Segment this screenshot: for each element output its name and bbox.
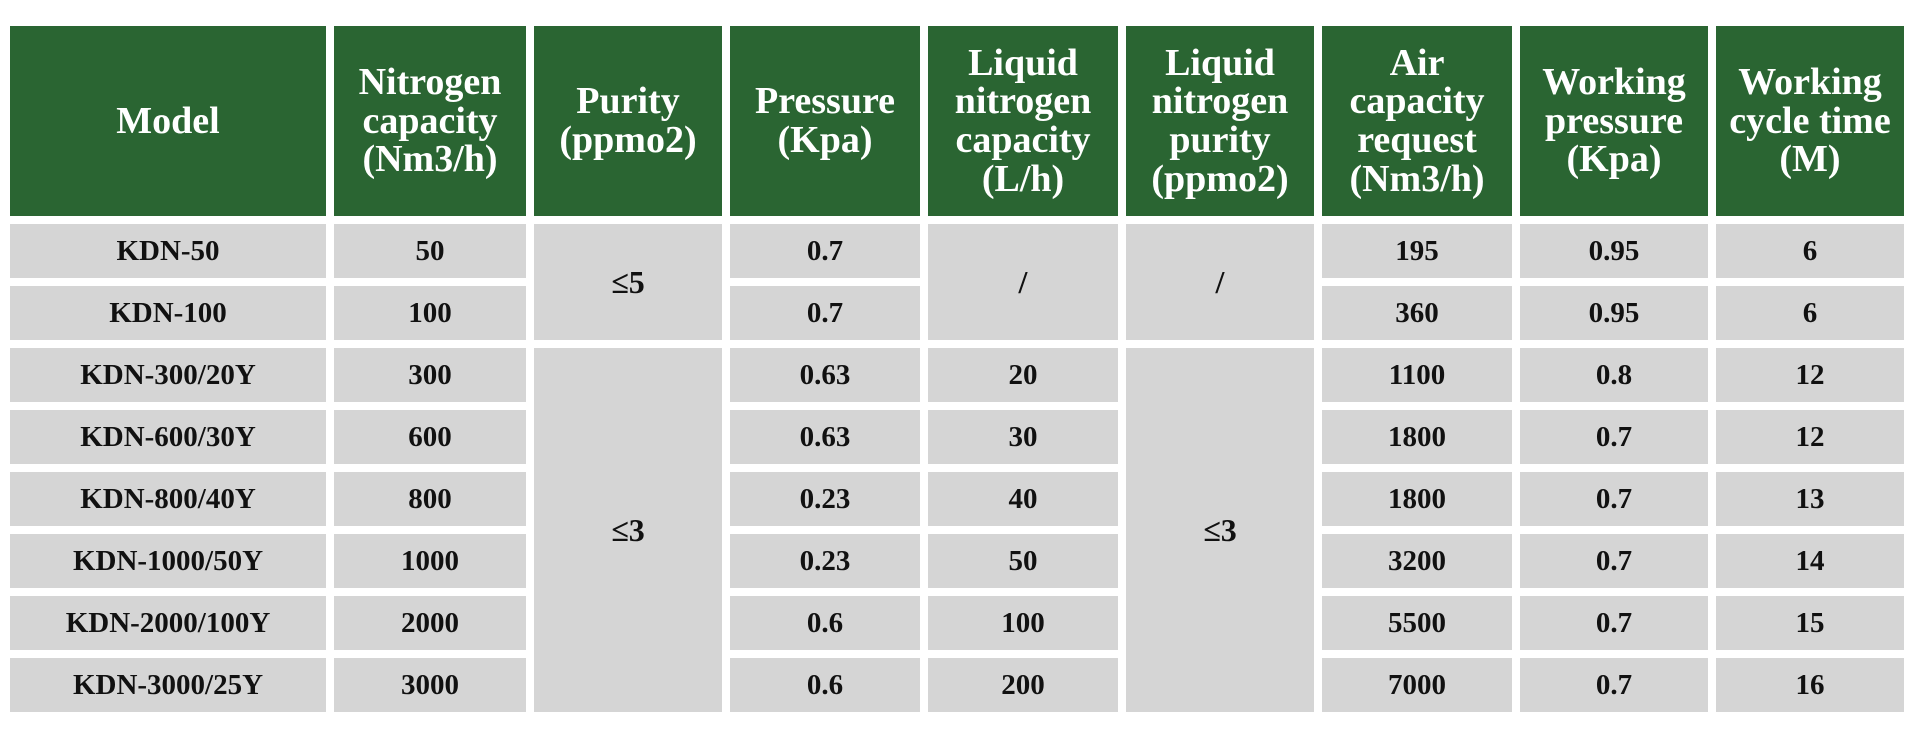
cell-capacity: 2000 [334, 596, 526, 650]
table-row: KDN-100 100 0.7 360 0.95 6 [10, 286, 1904, 340]
cell-model: KDN-300/20Y [10, 348, 326, 402]
cell-liquid-purity-merged: ≤3 [1126, 348, 1314, 712]
table-row: KDN-3000/25Y 3000 0.6 200 7000 0.7 16 [10, 658, 1904, 712]
cell-purity-merged: ≤3 [534, 348, 722, 712]
table-row: KDN-2000/100Y 2000 0.6 100 5500 0.7 15 [10, 596, 1904, 650]
cell-capacity: 50 [334, 224, 526, 278]
cell-liquid-capacity: 50 [928, 534, 1118, 588]
cell-pressure: 0.63 [730, 410, 920, 464]
cell-liquid-capacity: 30 [928, 410, 1118, 464]
cell-model: KDN-1000/50Y [10, 534, 326, 588]
cell-cycle-time: 13 [1716, 472, 1904, 526]
cell-liquid-capacity: 200 [928, 658, 1118, 712]
header-liquid-nitrogen-purity: Liquid nitrogen purity (ppmo2) [1126, 26, 1314, 216]
cell-capacity: 100 [334, 286, 526, 340]
cell-liquid-capacity-merged: / [928, 224, 1118, 340]
header-model: Model [10, 26, 326, 216]
cell-capacity: 3000 [334, 658, 526, 712]
table-row: KDN-1000/50Y 1000 0.23 50 3200 0.7 14 [10, 534, 1904, 588]
header-nitrogen-capacity: Nitrogen capacity (Nm3/h) [334, 26, 526, 216]
cell-capacity: 1000 [334, 534, 526, 588]
cell-working-pressure: 0.8 [1520, 348, 1708, 402]
header-working-pressure: Working pressure (Kpa) [1520, 26, 1708, 216]
cell-liquid-capacity: 20 [928, 348, 1118, 402]
header-air-capacity-request: Air capacity request (Nm3/h) [1322, 26, 1512, 216]
cell-cycle-time: 6 [1716, 286, 1904, 340]
cell-working-pressure: 0.7 [1520, 472, 1708, 526]
cell-air-capacity: 7000 [1322, 658, 1512, 712]
cell-cycle-time: 15 [1716, 596, 1904, 650]
cell-purity-merged: ≤5 [534, 224, 722, 340]
cell-pressure: 0.23 [730, 534, 920, 588]
nitrogen-generator-spec-table: Model Nitrogen capacity (Nm3/h) Purity (… [2, 18, 1912, 720]
cell-air-capacity: 360 [1322, 286, 1512, 340]
cell-working-pressure: 0.7 [1520, 658, 1708, 712]
header-purity: Purity (ppmo2) [534, 26, 722, 216]
header-liquid-nitrogen-capacity: Liquid nitrogen capacity (L/h) [928, 26, 1118, 216]
table-row: KDN-300/20Y 300 ≤3 0.63 20 ≤3 1100 0.8 1… [10, 348, 1904, 712]
cell-cycle-time: 14 [1716, 534, 1904, 588]
cell-working-pressure: 0.7 [1520, 534, 1708, 588]
cell-model: KDN-100 [10, 286, 326, 340]
cell-air-capacity: 1800 [1322, 410, 1512, 464]
cell-air-capacity: 1800 [1322, 472, 1512, 526]
cell-cycle-time: 16 [1716, 658, 1904, 712]
cell-pressure: 0.63 [730, 348, 920, 402]
cell-air-capacity: 1100 [1322, 348, 1512, 402]
cell-cycle-time: 12 [1716, 410, 1904, 464]
cell-working-pressure: 0.7 [1520, 410, 1708, 464]
cell-pressure: 0.6 [730, 658, 920, 712]
cell-working-pressure: 0.7 [1520, 596, 1708, 650]
cell-model: KDN-800/40Y [10, 472, 326, 526]
cell-capacity: 300 [334, 348, 526, 402]
table-row: KDN-800/40Y 800 0.23 40 1800 0.7 13 [10, 472, 1904, 526]
cell-cycle-time: 6 [1716, 224, 1904, 278]
cell-pressure: 0.7 [730, 286, 920, 340]
cell-air-capacity: 195 [1322, 224, 1512, 278]
cell-cycle-time: 12 [1716, 348, 1904, 402]
cell-liquid-purity-merged: / [1126, 224, 1314, 340]
cell-working-pressure: 0.95 [1520, 224, 1708, 278]
header-row: Model Nitrogen capacity (Nm3/h) Purity (… [10, 26, 1904, 216]
cell-liquid-capacity: 40 [928, 472, 1118, 526]
cell-pressure: 0.7 [730, 224, 920, 278]
cell-model: KDN-3000/25Y [10, 658, 326, 712]
cell-liquid-capacity: 100 [928, 596, 1118, 650]
header-working-cycle-time: Working cycle time (M) [1716, 26, 1904, 216]
table-body: KDN-50 50 ≤5 0.7 / / 195 0.95 6 KDN-100 … [10, 224, 1904, 712]
header-pressure: Pressure (Kpa) [730, 26, 920, 216]
table-row: KDN-50 50 ≤5 0.7 / / 195 0.95 6 [10, 224, 1904, 340]
cell-capacity: 800 [334, 472, 526, 526]
cell-pressure: 0.6 [730, 596, 920, 650]
cell-air-capacity: 3200 [1322, 534, 1512, 588]
table-header: Model Nitrogen capacity (Nm3/h) Purity (… [10, 26, 1904, 216]
cell-capacity: 600 [334, 410, 526, 464]
cell-air-capacity: 5500 [1322, 596, 1512, 650]
table-row: KDN-600/30Y 600 0.63 30 1800 0.7 12 [10, 410, 1904, 464]
cell-pressure: 0.23 [730, 472, 920, 526]
cell-model: KDN-600/30Y [10, 410, 326, 464]
cell-model: KDN-2000/100Y [10, 596, 326, 650]
cell-working-pressure: 0.95 [1520, 286, 1708, 340]
cell-model: KDN-50 [10, 224, 326, 278]
